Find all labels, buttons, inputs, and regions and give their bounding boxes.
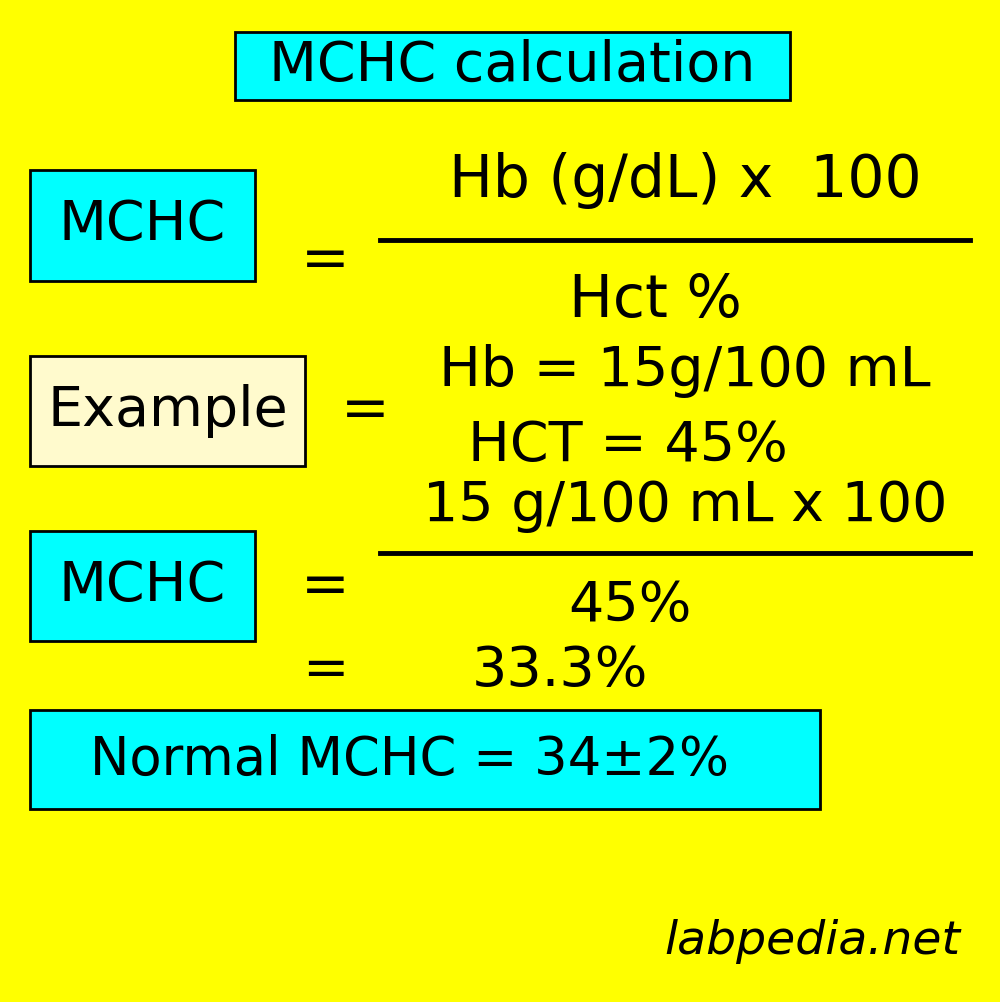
Text: =: = — [301, 232, 349, 289]
FancyBboxPatch shape — [30, 170, 255, 281]
Text: Hct %: Hct % — [569, 273, 741, 329]
Text: MCHC: MCHC — [58, 198, 226, 253]
Text: =: = — [301, 558, 349, 614]
Text: 33.3%: 33.3% — [472, 644, 648, 698]
FancyBboxPatch shape — [30, 356, 305, 466]
Text: HCT = 45%: HCT = 45% — [468, 419, 788, 473]
Text: MCHC calculation: MCHC calculation — [269, 39, 755, 93]
Text: 45%: 45% — [568, 579, 692, 633]
Text: MCHC: MCHC — [58, 559, 226, 613]
Text: =: = — [341, 383, 389, 439]
Text: Hb = 15g/100 mL: Hb = 15g/100 mL — [439, 344, 931, 398]
Text: 15 g/100 mL x 100: 15 g/100 mL x 100 — [423, 479, 947, 533]
Text: =: = — [302, 644, 348, 698]
Text: Normal MCHC = 34±2%: Normal MCHC = 34±2% — [90, 733, 730, 786]
Text: Hb (g/dL) x  100: Hb (g/dL) x 100 — [449, 152, 921, 208]
FancyBboxPatch shape — [30, 710, 820, 809]
FancyBboxPatch shape — [235, 32, 790, 100]
Text: Example: Example — [48, 384, 288, 438]
FancyBboxPatch shape — [30, 531, 255, 641]
Text: labpedia.net: labpedia.net — [664, 920, 960, 964]
